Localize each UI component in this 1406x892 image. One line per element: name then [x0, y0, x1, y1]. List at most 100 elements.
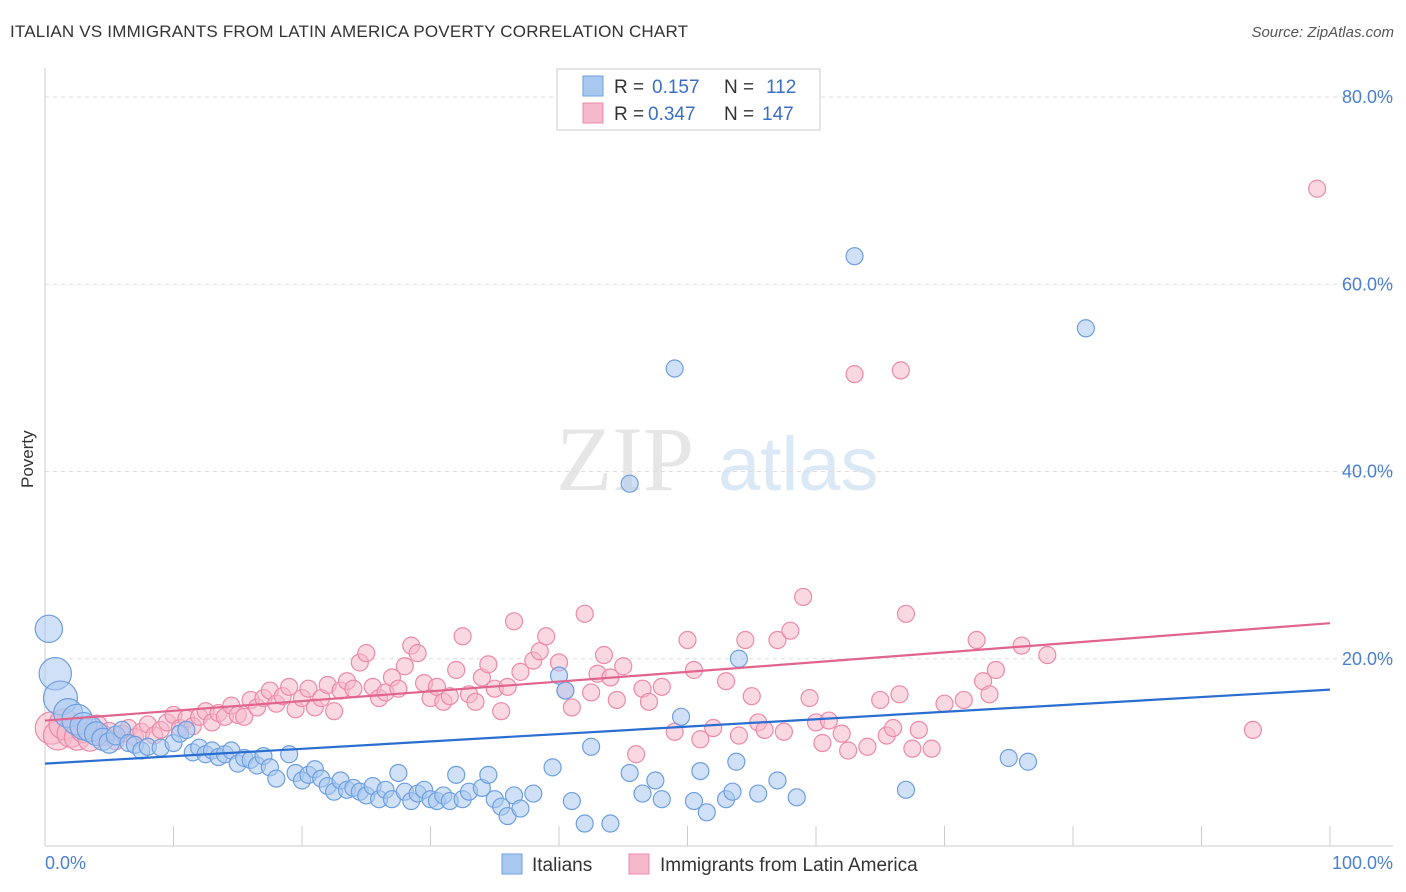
latin-america-point [986, 660, 1006, 680]
italians-point [1018, 752, 1038, 771]
latin-america-point [704, 718, 723, 738]
bottom-legend-italians: Italians [532, 855, 592, 876]
italians-point [697, 803, 716, 822]
legend-r-label-1: R = [614, 77, 644, 98]
latin-america-point [344, 679, 363, 698]
stats-legend: R = 0.157 N = 112 R = 0.347 N = 147 [556, 68, 821, 131]
y-axis-label: Poverty [18, 430, 37, 488]
italians-point [447, 765, 466, 784]
latin-america-point [562, 698, 581, 717]
latin-america-point [408, 644, 427, 663]
latin-america-point [890, 685, 909, 704]
latin-america-point [774, 722, 793, 741]
latin-america-point [492, 702, 511, 721]
legend-n-value-2: 147 [762, 104, 794, 125]
trend-line-italians [44, 688, 1331, 765]
latin-america-point [447, 660, 466, 680]
latin-america-point [537, 627, 556, 646]
latin-america-point [819, 711, 838, 730]
latin-america-point [466, 692, 485, 711]
latin-america-point [839, 741, 858, 760]
latin-america-point [325, 702, 344, 721]
latin-america-point [871, 690, 890, 710]
bottom-legend-swatch-latin-america [628, 853, 650, 875]
latin-america-point [582, 683, 601, 702]
latin-america-point [935, 694, 954, 713]
italians-point [620, 474, 639, 493]
latin-america-point [280, 677, 299, 696]
legend-swatch-latin-america [582, 102, 604, 124]
italians-point [389, 763, 408, 783]
italians-point [749, 784, 768, 803]
italians-point [646, 771, 665, 790]
series-legend: Italians Immigrants from Latin America [501, 853, 918, 876]
italians-point [727, 752, 746, 771]
italians-point [633, 784, 652, 803]
latin-america-point [440, 687, 459, 706]
latin-america-point [832, 724, 851, 743]
series-italians-points [34, 247, 1095, 833]
legend-n-value-1: 112 [766, 77, 796, 98]
italians-point [845, 247, 864, 266]
latin-america-point [678, 630, 697, 650]
chart-title: ITALIAN VS IMMIGRANTS FROM LATIN AMERICA… [10, 22, 689, 41]
legend-r-value-2: 0.347 [648, 104, 696, 125]
italians-point [665, 359, 684, 378]
latin-america-point [922, 739, 941, 758]
italians-point [549, 666, 569, 685]
latin-america-point [626, 745, 646, 764]
italians-point [999, 748, 1018, 768]
watermark-zip: ZIP [556, 408, 694, 510]
latin-america-point [594, 645, 614, 665]
latin-america-point [903, 739, 922, 758]
y-tick-label: 40.0% [1342, 462, 1393, 482]
latin-america-point [395, 657, 414, 676]
legend-r-label-2: R = [614, 104, 644, 125]
italians-point [768, 771, 787, 790]
latin-america-point [357, 644, 376, 663]
italians-point [691, 761, 710, 781]
latin-america-point [980, 685, 999, 704]
latin-america-point [1243, 720, 1263, 740]
latin-america-point [453, 627, 472, 646]
y-tick-label: 80.0% [1342, 87, 1393, 107]
latin-america-point [858, 737, 877, 756]
latin-america-point [479, 655, 498, 674]
italians-point [1076, 319, 1095, 338]
latin-america-point [614, 657, 633, 676]
legend-n-label-2: N = [724, 104, 754, 125]
italians-point [601, 814, 620, 833]
italians-point [34, 614, 64, 643]
latin-america-point [530, 642, 549, 661]
latin-america-point [755, 720, 774, 740]
latin-america-point [639, 692, 659, 711]
italians-point [524, 784, 543, 803]
legend-n-label-1: N = [724, 77, 754, 98]
italians-point [896, 780, 916, 799]
latin-america-point [504, 612, 524, 631]
tick-labels: 20.0% 40.0% 60.0% 80.0% 0.0% 100.0% [45, 87, 1393, 873]
italians-point [562, 791, 581, 811]
trend-line-latin-america [44, 622, 1331, 722]
italians-point [479, 765, 498, 784]
italians-point [652, 790, 671, 809]
latin-america-point [607, 690, 626, 710]
latin-america-point [954, 690, 973, 710]
latin-america-point [813, 733, 832, 753]
x-tick-label-min: 0.0% [45, 853, 86, 873]
italians-point [729, 649, 749, 668]
bottom-legend-latin-america: Immigrants from Latin America [660, 855, 918, 876]
latin-america-point [1038, 645, 1057, 665]
legend-r-value-1: 0.157 [652, 77, 700, 98]
latin-america-point [768, 630, 787, 650]
latin-america-point [794, 587, 813, 607]
italians-point [582, 737, 601, 756]
latin-america-point [575, 604, 594, 623]
italians-point [684, 791, 704, 811]
latin-america-point [652, 677, 671, 696]
latin-america-point [716, 672, 736, 691]
italians-point [267, 769, 286, 788]
italians-point [511, 799, 530, 818]
latin-america-point [891, 361, 910, 380]
bottom-legend-swatch-italians [501, 853, 523, 875]
